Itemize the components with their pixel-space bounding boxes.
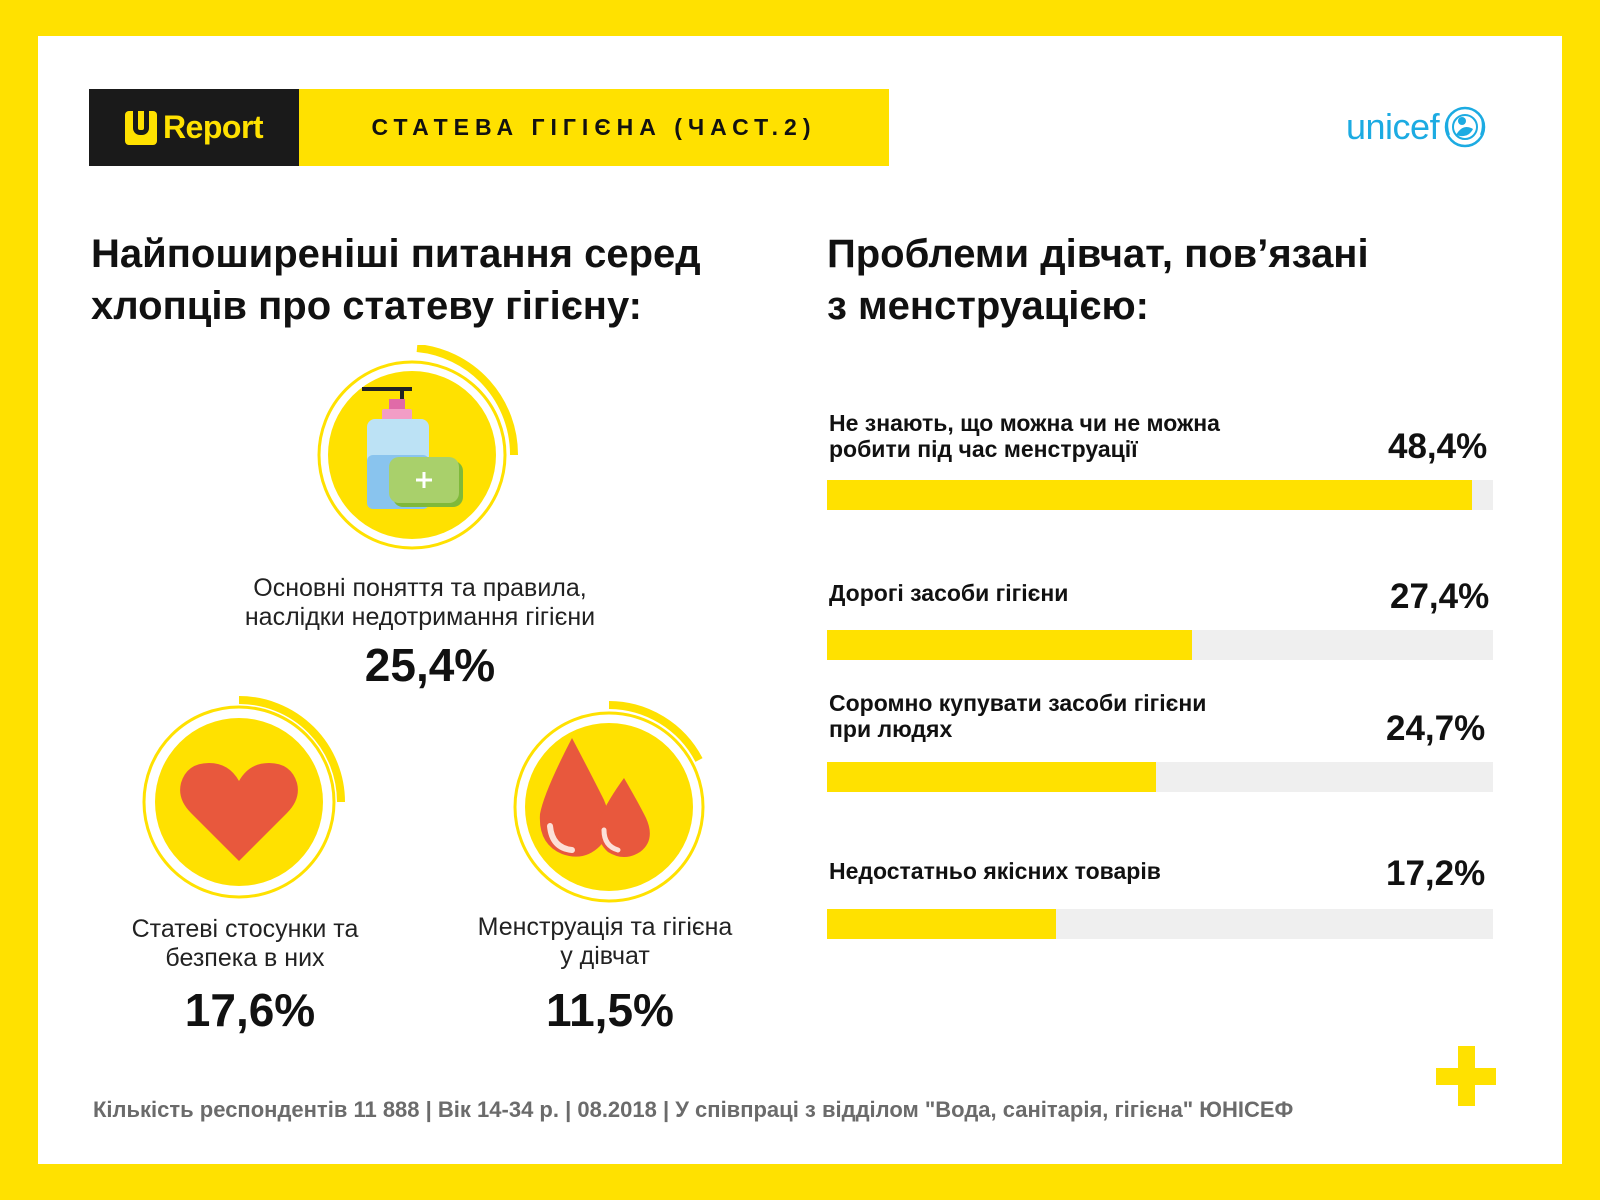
left-section-title: Найпоширеніші питання серед хлопців про …	[91, 228, 791, 332]
bar-value-label: 27,4%	[1390, 577, 1490, 616]
topic-label-line-2: наслідки недотримання гігієни	[244, 603, 596, 631]
bar-category-label: Соромно купувати засоби гігієни при людях	[829, 690, 1299, 742]
right-title-line-2: з менструацією:	[827, 284, 1149, 328]
plus-decoration-icon	[1436, 1046, 1496, 1106]
ureport-u-mark	[124, 110, 157, 145]
unicef-logo: unicef	[1346, 102, 1487, 152]
bar-category-label-line: робити під час менструації	[829, 436, 1138, 462]
bar-category-label-line: Недостатньо якісних товарів	[829, 858, 1161, 884]
topic-label-menstruation: Менструація та гігієна у дівчат	[455, 913, 755, 971]
right-title-line-1: Проблеми дівчат, пов’язані	[827, 232, 1369, 276]
bar	[827, 480, 1472, 510]
bar-value-label: 17,2%	[1386, 854, 1486, 893]
topic-label-line-2: у дівчат	[560, 942, 650, 970]
bar-value-label: 48,4%	[1388, 427, 1488, 466]
heart-icon	[142, 696, 345, 899]
bar-track	[827, 480, 1493, 510]
bar-category-label-line: Не знають, що можна чи не можна	[829, 410, 1220, 436]
unicef-emblem-icon	[1444, 106, 1486, 148]
bar-category-label: Дорогі засоби гігієни	[829, 580, 1299, 606]
bar	[827, 909, 1056, 939]
topic-label-line-1: Менструація та гігієна	[477, 913, 733, 941]
bar-value-label: 24,7%	[1386, 709, 1486, 748]
topic-value-relationships: 17,6%	[184, 984, 316, 1036]
bar-track	[827, 909, 1493, 939]
topic-label-relationships: Статеві стосунки та безпека в них	[90, 915, 400, 973]
topic-label-hygiene-basics: Основні поняття та правила, наслідки нед…	[200, 574, 640, 632]
topic-label-line-1: Основні поняття та правила,	[253, 574, 587, 602]
topic-value-hygiene-basics: 25,4%	[364, 639, 496, 691]
blood-drops-icon	[513, 701, 705, 903]
left-title-line-2: хлопців про статеву гігієну:	[91, 284, 642, 328]
left-title-line-1: Найпоширеніші питання серед	[91, 232, 701, 276]
bar-track	[827, 762, 1493, 792]
bar	[827, 762, 1156, 792]
bar-category-label-line: при людях	[829, 716, 953, 742]
topic-value-menstruation: 11,5%	[546, 984, 674, 1036]
unicef-wordmark: unicef	[1346, 106, 1440, 147]
topic-label-line-1: Статеві стосунки та	[131, 915, 359, 943]
bar-category-label-line: Соромно купувати засоби гігієни	[829, 690, 1207, 716]
bar-track	[827, 630, 1493, 660]
infographic-card	[38, 36, 1562, 1164]
soap-bottle-icon	[317, 345, 519, 550]
bar-category-label-line: Дорогі засоби гігієни	[829, 580, 1069, 606]
bar	[827, 630, 1192, 660]
right-section-title: Проблеми дівчат, пов’язані з менструаціє…	[827, 228, 1507, 332]
ureport-brand-text: Report	[162, 109, 264, 145]
header-banner: СТАТЕВА ГІГІЄНА (ЧАСТ.2)	[299, 89, 889, 166]
banner-title: СТАТЕВА ГІГІЄНА (ЧАСТ.2)	[371, 114, 817, 140]
ureport-logo: Report	[89, 89, 299, 166]
bar-category-label: Не знають, що можна чи не можна робити пі…	[829, 410, 1299, 462]
footer-note: Кількість респондентів 11 888 | Вік 14-3…	[93, 1097, 1294, 1122]
topic-label-line-2: безпека в них	[165, 944, 325, 972]
bar-category-label: Недостатньо якісних товарів	[829, 858, 1299, 884]
